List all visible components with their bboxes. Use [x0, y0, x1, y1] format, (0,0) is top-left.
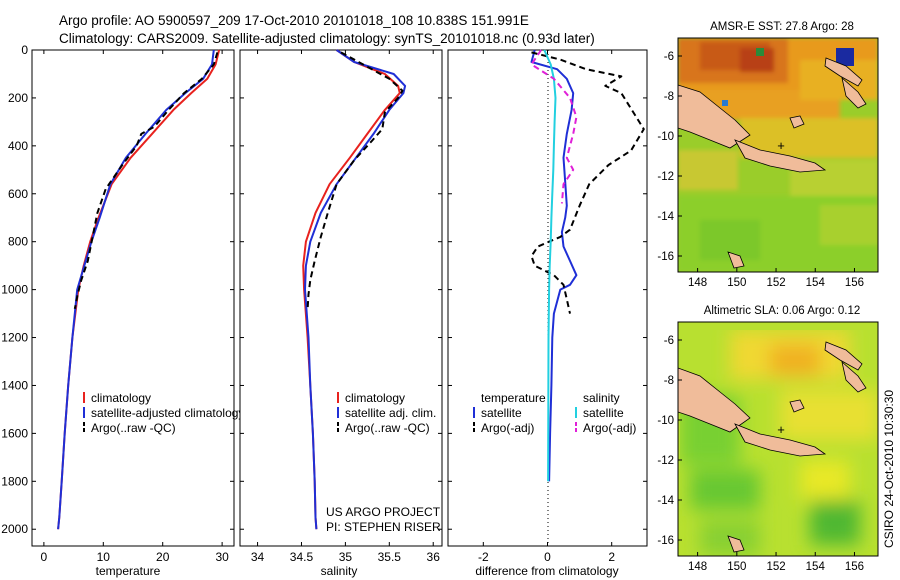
temperature-xtick-label: 10 — [97, 550, 111, 564]
salinity-xlabel: salinity — [321, 564, 358, 578]
difference-series-temperature-argo-adj — [530, 51, 645, 314]
sla-map-ytick-label: -6 — [664, 335, 674, 347]
legend-sal-argo-label: Argo(-adj) — [583, 421, 636, 435]
salinity-xtick-label: 36 — [427, 550, 441, 564]
sla-map-title: Altimetric SLA: 0.06 Argo: 0.12 — [704, 305, 861, 317]
temperature-panel: 0 200 400 600 800 1000 1200 1400 1600 1800 2000 0 10… — [1, 43, 244, 578]
legend-salinity-title: salinity — [583, 391, 620, 405]
difference-series-temperature-satellite — [530, 49, 578, 482]
header-line-1: Argo profile: AO 5900597_209 17-Oct-2010… — [59, 13, 529, 28]
temperature-ytick-label: 1600 — [1, 426, 28, 440]
sla-map-xtick-label: 156 — [845, 561, 864, 573]
salinity-xtick-label: 34.5 — [290, 550, 314, 564]
difference-xtick-label: 0 — [544, 550, 551, 564]
temperature-series-satellite-adjusted-climatology — [57, 49, 215, 530]
legend-climatology-label: climatology — [345, 391, 405, 405]
salinity-series — [302, 49, 407, 530]
sla-map-panel: Altimetric SLA: 0.06 Argo: 0.12 148 150 15… — [657, 305, 879, 573]
legend-argo-label: Argo(..raw -QC) — [91, 421, 176, 435]
sst-map-image — [678, 38, 878, 272]
sla-map-ytick-label: -12 — [657, 455, 674, 467]
sla-map-xtick-label: 154 — [806, 561, 826, 573]
sst-map-xtick-label: 156 — [845, 277, 864, 289]
legend-satellite-label: satellite adj. clim. — [345, 406, 436, 420]
sla-argo-marker: + — [777, 422, 785, 437]
difference-legend: temperature salinity satellite Argo(-adj… — [473, 391, 636, 435]
sla-map-ytick-label: -14 — [657, 495, 674, 507]
temperature-ytick-label: 1200 — [1, 331, 28, 345]
difference-series-salinity-argo-adj — [530, 49, 578, 204]
difference-panel: -2 0 2 difference from climatology tempera… — [447, 49, 648, 578]
timestamp-side-label: CSIRO 24-Oct-2010 10:30:30 — [882, 390, 896, 548]
legend-temp-argo-label: Argo(-adj) — [481, 421, 534, 435]
salinity-xtick-label: 34 — [251, 550, 265, 564]
sla-map-xtick-label: 148 — [688, 561, 707, 573]
salinity-xtick-label: 35.5 — [378, 550, 402, 564]
sst-map-xtick-label: 148 — [688, 277, 707, 289]
sst-map-xtick-label: 154 — [806, 277, 826, 289]
temperature-xtick-label: 0 — [41, 550, 48, 564]
legend-climatology-label: climatology — [91, 391, 151, 405]
legend-sal-satellite-label: satellite — [583, 406, 624, 420]
temperature-xtick-label: 20 — [156, 550, 170, 564]
difference-series — [530, 49, 645, 482]
difference-series-salinity-satellite — [543, 49, 557, 482]
temperature-ytick-label: 800 — [8, 235, 28, 249]
credit-pi: PI: STEPHEN RISER — [326, 520, 441, 534]
temperature-series — [57, 49, 221, 530]
temperature-ytick-label: 2000 — [1, 522, 28, 536]
salinity-legend: climatology satellite adj. clim. Argo(..… — [337, 391, 436, 435]
temperature-ytick-label: 600 — [8, 187, 28, 201]
legend-satellite-label: satellite-adjusted climatology — [91, 406, 244, 420]
temperature-series-argo-raw-qc — [73, 52, 219, 309]
difference-xtick-label: -2 — [478, 550, 489, 564]
temperature-ytick-label: 200 — [8, 91, 28, 105]
legend-temp-satellite-label: satellite — [481, 406, 522, 420]
temperature-ytick-label: 0 — [21, 43, 28, 57]
sla-map-xtick-label: 150 — [727, 561, 746, 573]
temperature-xtick-label: 30 — [215, 550, 229, 564]
sst-map-ytick-label: -6 — [664, 51, 674, 63]
temperature-legend: climatology satellite-adjusted climatolo… — [83, 391, 244, 435]
temperature-axes — [31, 49, 235, 547]
temperature-ytick-label: 1800 — [1, 474, 28, 488]
salinity-panel: 34 34.5 35 35.5 36 salinity climatology sate… — [239, 49, 443, 578]
salinity-axes — [239, 49, 443, 547]
sst-argo-marker: + — [777, 138, 785, 153]
salinity-series-satellite-adj-clim — [304, 49, 407, 530]
sla-map-ytick-label: -10 — [657, 415, 674, 427]
sst-map-xtick-label: 150 — [727, 277, 746, 289]
sla-map-xtick-label: 152 — [766, 561, 785, 573]
sla-map-ytick-label: -8 — [664, 375, 674, 387]
temperature-ytick-label: 1400 — [1, 378, 28, 392]
sst-map-ytick-label: -12 — [657, 171, 674, 183]
sla-map-ytick-label: -16 — [657, 535, 674, 547]
temperature-xlabel: temperature — [96, 564, 161, 578]
sst-map-xtick-label: 152 — [766, 277, 785, 289]
temperature-ytick-label: 1000 — [1, 283, 28, 297]
sst-map-ytick-label: -16 — [657, 251, 674, 263]
legend-argo-label: Argo(..raw -QC) — [345, 421, 430, 435]
sst-map-title: AMSR-E SST: 27.8 Argo: 28 — [710, 21, 854, 33]
legend-temperature-title: temperature — [481, 391, 546, 405]
sst-map-ytick-label: -10 — [657, 131, 674, 143]
credit-project: US ARGO PROJECT — [326, 505, 441, 519]
sst-map-ytick-label: -14 — [657, 211, 674, 223]
sst-map-panel: AMSR-E SST: 27.8 Argo: 28 — [657, 21, 879, 289]
sla-map-image — [678, 322, 878, 556]
header-line-2: Climatology: CARS2009. Satellite-adjuste… — [59, 31, 595, 46]
sst-map-ytick-label: -8 — [664, 91, 674, 103]
difference-xlabel: difference from climatology — [475, 564, 618, 578]
salinity-xtick-label: 35 — [339, 550, 353, 564]
difference-xtick-label: 2 — [608, 550, 615, 564]
temperature-ytick-label: 400 — [8, 139, 28, 153]
salinity-series-argo-raw-qc — [306, 51, 404, 309]
